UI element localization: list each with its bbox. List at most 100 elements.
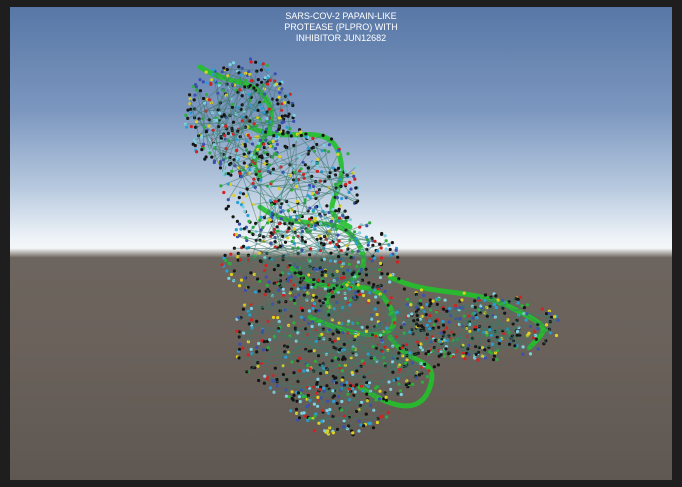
atom (278, 244, 282, 249)
atom (243, 288, 248, 292)
bond (234, 247, 311, 250)
atom (348, 287, 352, 291)
bond (243, 268, 367, 334)
atom (280, 108, 284, 112)
atom (306, 368, 310, 372)
atom (435, 302, 439, 306)
atom (293, 295, 297, 300)
atom (436, 363, 440, 367)
atom (273, 72, 277, 76)
bond (316, 384, 331, 428)
atom (391, 272, 395, 277)
atom (250, 142, 255, 146)
atom (302, 369, 306, 373)
atom (255, 319, 259, 323)
atom (467, 343, 471, 347)
atom (298, 155, 302, 159)
atom (378, 242, 382, 246)
atom (415, 313, 419, 318)
atom (306, 194, 310, 198)
atom (188, 93, 192, 97)
atom (202, 125, 206, 129)
atom (266, 288, 270, 292)
atom (350, 272, 354, 277)
bond (237, 256, 351, 282)
bond (348, 390, 371, 406)
atom (234, 228, 238, 232)
atom (300, 235, 304, 239)
atom (364, 412, 368, 416)
atom (266, 68, 270, 72)
atom (316, 404, 320, 408)
bond (430, 349, 479, 353)
bond (313, 292, 356, 296)
atom (331, 294, 336, 299)
bond (259, 155, 263, 236)
atom (281, 372, 285, 377)
bond (315, 225, 335, 240)
atom (402, 322, 406, 326)
atom (268, 144, 272, 148)
atom (323, 429, 327, 433)
bond (225, 95, 248, 142)
atom (263, 130, 267, 134)
atom (316, 157, 320, 161)
bond (237, 356, 408, 388)
atom (352, 295, 357, 299)
bond (245, 237, 299, 249)
bond (280, 207, 291, 224)
atom (468, 329, 472, 333)
atom (245, 148, 249, 152)
atom (281, 170, 285, 174)
atom (308, 196, 312, 200)
atom (247, 230, 251, 234)
bond (287, 132, 303, 244)
atom (347, 190, 351, 194)
atom (434, 319, 438, 323)
atom (265, 159, 269, 163)
atom (242, 161, 246, 165)
atom (261, 62, 265, 66)
atom (332, 399, 336, 403)
atom (228, 63, 232, 67)
atom (351, 387, 355, 391)
atom (331, 431, 335, 435)
atom (239, 278, 244, 282)
atom (474, 325, 478, 329)
atom (226, 182, 230, 186)
bond (267, 289, 284, 375)
bond (264, 298, 346, 384)
atom (257, 378, 261, 383)
atom (349, 256, 353, 260)
atom (326, 429, 330, 433)
bond (318, 296, 355, 311)
atom (285, 378, 289, 382)
atom (463, 357, 467, 361)
atom (241, 307, 245, 311)
atom (237, 78, 242, 82)
atom (226, 172, 230, 176)
atom (184, 113, 188, 117)
atom (353, 390, 357, 394)
atom (458, 317, 462, 321)
bond (244, 229, 262, 279)
atom (322, 386, 326, 390)
atom (329, 251, 333, 255)
bond (264, 270, 281, 282)
bond (241, 168, 274, 177)
atom (473, 327, 477, 332)
atom (293, 326, 297, 330)
bond (249, 74, 267, 141)
atom (222, 113, 226, 117)
atom (307, 403, 311, 407)
bond (203, 103, 206, 145)
atom (311, 184, 316, 189)
atom (326, 411, 330, 415)
atom (331, 207, 335, 212)
bond (257, 297, 517, 363)
atom (240, 119, 244, 123)
atom (483, 293, 488, 297)
atom (355, 242, 359, 246)
atom (197, 117, 201, 121)
atom (432, 365, 436, 369)
